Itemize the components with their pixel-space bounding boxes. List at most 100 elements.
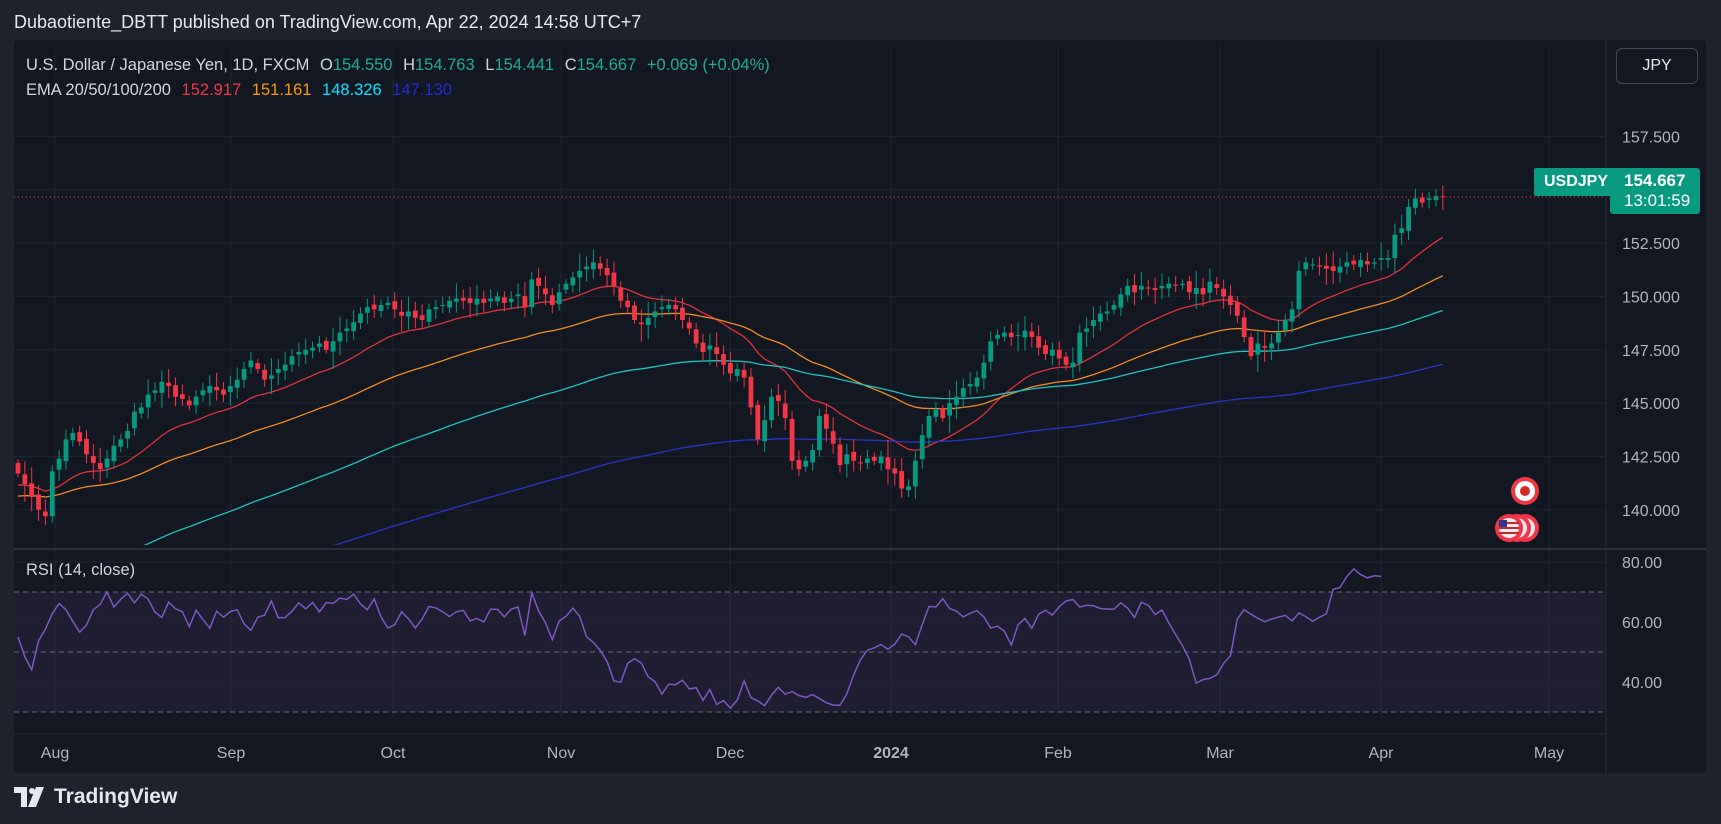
- candle-body: [556, 292, 562, 305]
- candle-body: [454, 298, 459, 302]
- candle-body: [714, 347, 720, 355]
- candle-body: [577, 270, 583, 278]
- brand-name: TradingView: [54, 785, 178, 808]
- candle-body: [1097, 313, 1103, 322]
- tradingview-brand[interactable]: TradingView: [14, 785, 177, 809]
- candle-body: [351, 322, 357, 332]
- chart-panel: [14, 40, 1706, 773]
- candle-body: [344, 328, 350, 332]
- candle-body: [1378, 258, 1384, 260]
- candle-body: [885, 457, 891, 470]
- candle-body: [303, 349, 309, 355]
- candle-body: [673, 305, 678, 310]
- candle-body: [508, 298, 514, 303]
- ema100-value: 148.326: [322, 81, 382, 99]
- candle-body: [611, 272, 617, 286]
- candle-body: [1426, 198, 1432, 201]
- ema50-line: [17, 275, 1444, 498]
- candle-body: [1344, 262, 1350, 267]
- candle-body: [1392, 234, 1398, 259]
- candle-body: [70, 433, 76, 441]
- candle-body: [954, 396, 959, 405]
- candle-body: [1159, 285, 1165, 289]
- candle-body: [1091, 319, 1096, 326]
- candle-body: [43, 511, 48, 517]
- candle-body: [1262, 345, 1268, 348]
- high-value: 154.763: [415, 56, 475, 74]
- symbol-tag: USDJPY: [1534, 168, 1619, 196]
- chart-legend: U.S. Dollar / Japanese Yen, 1D, FXCM O 15…: [26, 53, 770, 103]
- candle-body: [296, 351, 302, 355]
- candle-body: [1289, 309, 1295, 322]
- us-flag-canton: [1499, 520, 1507, 527]
- candle-body: [1200, 287, 1206, 295]
- candle-body: [974, 377, 980, 387]
- candle-body: [1084, 328, 1089, 332]
- candle-body: [22, 474, 28, 485]
- open-label: O: [319, 56, 333, 74]
- candle-body: [501, 297, 507, 303]
- rsi-tick-label: 80.00: [1622, 555, 1662, 572]
- candle-body: [241, 369, 247, 380]
- candle-body: [447, 300, 452, 308]
- time-tick-label: Apr: [1369, 745, 1395, 762]
- candle-body: [180, 394, 185, 399]
- candle-body: [912, 460, 918, 487]
- candle-body: [1002, 332, 1007, 337]
- rsi-tick-label: 60.00: [1622, 615, 1662, 632]
- price-tick-label: 157.500: [1622, 130, 1680, 147]
- candle-body: [1063, 356, 1069, 365]
- candle-body: [1358, 260, 1363, 268]
- candle-body: [193, 396, 199, 406]
- candle-body: [1111, 305, 1117, 310]
- candle-body: [207, 386, 213, 393]
- candle-body: [1234, 302, 1240, 316]
- candle-body: [1228, 295, 1233, 306]
- candle-body: [248, 360, 254, 368]
- candle-body: [378, 305, 384, 312]
- candle-body: [734, 369, 740, 376]
- candle-body: [104, 458, 110, 468]
- ema200-value: 147.130: [392, 81, 452, 99]
- ema20-line: [17, 236, 1444, 492]
- close-value: 154.667: [576, 56, 637, 74]
- price-tick-label: 142.500: [1622, 449, 1680, 466]
- currency-button[interactable]: JPY: [1616, 48, 1698, 84]
- candle-body: [933, 409, 939, 417]
- candle-body: [851, 451, 857, 461]
- candle-body: [1310, 264, 1316, 266]
- candle-body: [166, 382, 172, 387]
- candle-body: [433, 307, 439, 310]
- candle-body: [906, 486, 911, 491]
- candle-body: [1152, 287, 1158, 291]
- candle-body: [1029, 331, 1035, 338]
- candle-body: [741, 369, 747, 378]
- candle-body: [769, 396, 774, 421]
- low-label: L: [485, 56, 495, 74]
- price-tick-label: 140.000: [1622, 503, 1680, 520]
- candle-body: [1303, 262, 1309, 270]
- candle-body: [1193, 287, 1199, 294]
- candle-body: [269, 375, 274, 379]
- candle-body: [392, 301, 398, 310]
- symbol-description: U.S. Dollar / Japanese Yen, 1D, FXCM: [26, 56, 310, 74]
- candle-body: [1317, 265, 1322, 267]
- candle-body: [1433, 196, 1439, 201]
- candle-body: [221, 389, 226, 395]
- candle-body: [1248, 337, 1254, 357]
- time-tick-label: Aug: [41, 745, 69, 762]
- candle-body: [1186, 281, 1192, 293]
- candle-body: [522, 296, 528, 308]
- candle-body: [310, 347, 315, 351]
- candle-body: [15, 462, 21, 474]
- candle-body: [1056, 349, 1062, 359]
- candle-body: [796, 459, 802, 470]
- low-value: 154.441: [494, 56, 555, 74]
- time-tick-label: Feb: [1044, 745, 1072, 762]
- candle-body: [1166, 283, 1172, 289]
- candle-body: [1351, 260, 1357, 265]
- candle-body: [419, 315, 425, 320]
- last-price: 154.667: [1624, 171, 1686, 190]
- rsi-line: [17, 567, 1382, 710]
